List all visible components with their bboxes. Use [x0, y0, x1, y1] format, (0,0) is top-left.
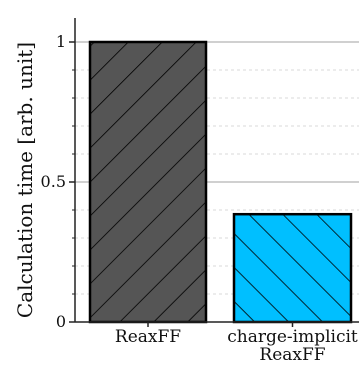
y-tick-label: 1: [56, 32, 66, 51]
x-category-label-line: ReaxFF: [115, 327, 181, 347]
y-tick-label: 0.5: [41, 172, 66, 191]
bar-1: [88, 40, 208, 324]
bar-2: [232, 212, 353, 324]
y-axis-label: Calculation time [arb. unit]: [13, 42, 37, 318]
x-category-label: ReaxFF: [115, 327, 181, 347]
x-category-label-line: ReaxFF: [259, 345, 325, 365]
y-tick-label: 0: [56, 312, 66, 331]
x-category-label-line: charge-implicit: [227, 327, 358, 347]
x-category-label: charge-implicit ReaxFF: [227, 327, 358, 365]
